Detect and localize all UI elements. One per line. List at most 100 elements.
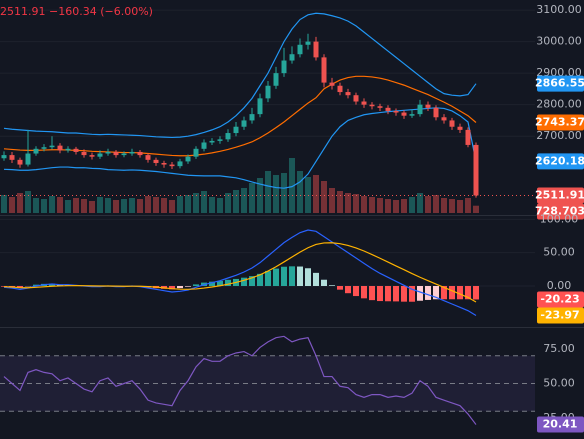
volume-bar xyxy=(273,175,279,213)
histogram-bar xyxy=(425,286,431,300)
value-label-bg xyxy=(537,416,584,433)
candle-body xyxy=(401,112,407,116)
volume-bar xyxy=(449,199,455,213)
candle-body xyxy=(121,153,127,156)
histogram-bar xyxy=(49,283,55,286)
volume-bar xyxy=(409,197,415,213)
grid xyxy=(0,9,535,412)
legend-change: −160.34 xyxy=(49,5,97,18)
candle-body xyxy=(265,85,271,99)
candle-body xyxy=(289,54,295,61)
candle-body xyxy=(129,151,135,154)
y-tick-label: 50.00 xyxy=(543,246,575,259)
line-series xyxy=(3,12,477,139)
candle-body xyxy=(409,114,415,116)
candle-body xyxy=(225,133,231,140)
candle-body xyxy=(433,107,439,118)
candle-body xyxy=(9,155,15,160)
candle-body xyxy=(297,44,303,55)
histogram-bar xyxy=(225,279,231,286)
histogram-bar xyxy=(1,286,7,287)
volume-bar xyxy=(353,194,359,213)
histogram-bar xyxy=(177,286,183,289)
candle-body xyxy=(337,85,343,93)
volume-bar xyxy=(57,197,63,213)
volume-bar xyxy=(385,199,391,213)
y-tick-label: 0.00 xyxy=(547,279,572,292)
value-label-bg xyxy=(537,153,584,170)
histogram-bar xyxy=(417,286,423,301)
value-label-bg xyxy=(537,203,584,220)
candle-body xyxy=(457,126,463,130)
volume-bar xyxy=(241,188,247,213)
volume-bar xyxy=(393,200,399,213)
volume-bar xyxy=(329,188,335,213)
histogram-bar xyxy=(289,266,295,286)
candle-body xyxy=(377,106,383,108)
candle-body xyxy=(313,41,319,58)
volume-bar xyxy=(145,196,151,213)
candle-body xyxy=(249,114,255,121)
volume-bar xyxy=(137,199,143,213)
y-tick-label: 3000.00 xyxy=(536,35,582,48)
histogram-bar xyxy=(249,276,255,286)
volume-bar xyxy=(129,198,135,213)
volume-bar xyxy=(297,171,303,213)
candle-body xyxy=(161,162,167,165)
candle-body xyxy=(273,73,279,86)
y-tick-label: 2800.00 xyxy=(536,98,582,111)
marks xyxy=(0,12,535,425)
value-label: 2620.18 xyxy=(535,154,584,167)
volume-bar xyxy=(313,175,319,213)
volume-bar xyxy=(33,198,39,213)
histogram-bar xyxy=(337,286,343,290)
volume-bar xyxy=(369,197,375,213)
histogram-bar xyxy=(393,286,399,302)
candle-body xyxy=(153,159,159,163)
legend-close: 2511.91 xyxy=(0,5,46,18)
volume-bar xyxy=(209,197,215,213)
value-label-bg xyxy=(537,307,584,324)
histogram-bar xyxy=(441,286,447,300)
volume-bar xyxy=(41,199,47,213)
y-tick-label: 3100.00 xyxy=(536,3,582,16)
candle-body xyxy=(393,110,399,113)
value-label-bg xyxy=(537,291,584,308)
candle-body xyxy=(441,117,447,121)
y-tick-label: 50.00 xyxy=(543,377,575,390)
value-label: 728.703 xyxy=(535,204,584,217)
line-series xyxy=(3,75,477,157)
candle-body xyxy=(417,104,423,115)
histogram-bar xyxy=(449,286,455,300)
candle-body xyxy=(65,148,71,151)
volume-bar xyxy=(193,193,199,213)
candle-body xyxy=(425,104,431,108)
volume-bar xyxy=(185,195,191,213)
value-label-bg xyxy=(537,114,584,131)
volume-bar xyxy=(473,205,479,213)
histogram-bar xyxy=(345,286,351,294)
volume-bar xyxy=(281,173,287,213)
value-label: 2866.55 xyxy=(535,77,584,90)
volume-bar xyxy=(217,198,223,213)
volume-bar xyxy=(417,193,423,213)
histogram-bar xyxy=(169,286,175,290)
candle-body xyxy=(185,156,191,162)
candle-body xyxy=(233,126,239,134)
candle-body xyxy=(193,148,199,157)
volume-bar xyxy=(249,183,255,213)
volume-bar xyxy=(337,191,343,213)
volume-bar xyxy=(153,197,159,213)
volume-bar xyxy=(65,200,71,213)
volume-bar xyxy=(25,191,31,213)
candle-body xyxy=(345,92,351,96)
volume-bar xyxy=(177,196,183,213)
candle-body xyxy=(1,155,7,159)
volume-bar xyxy=(401,199,407,213)
candle-body xyxy=(305,41,311,45)
candle-body xyxy=(449,120,455,127)
volume-bar xyxy=(321,181,327,213)
histogram-bar xyxy=(353,286,359,297)
candle-body xyxy=(17,159,23,165)
